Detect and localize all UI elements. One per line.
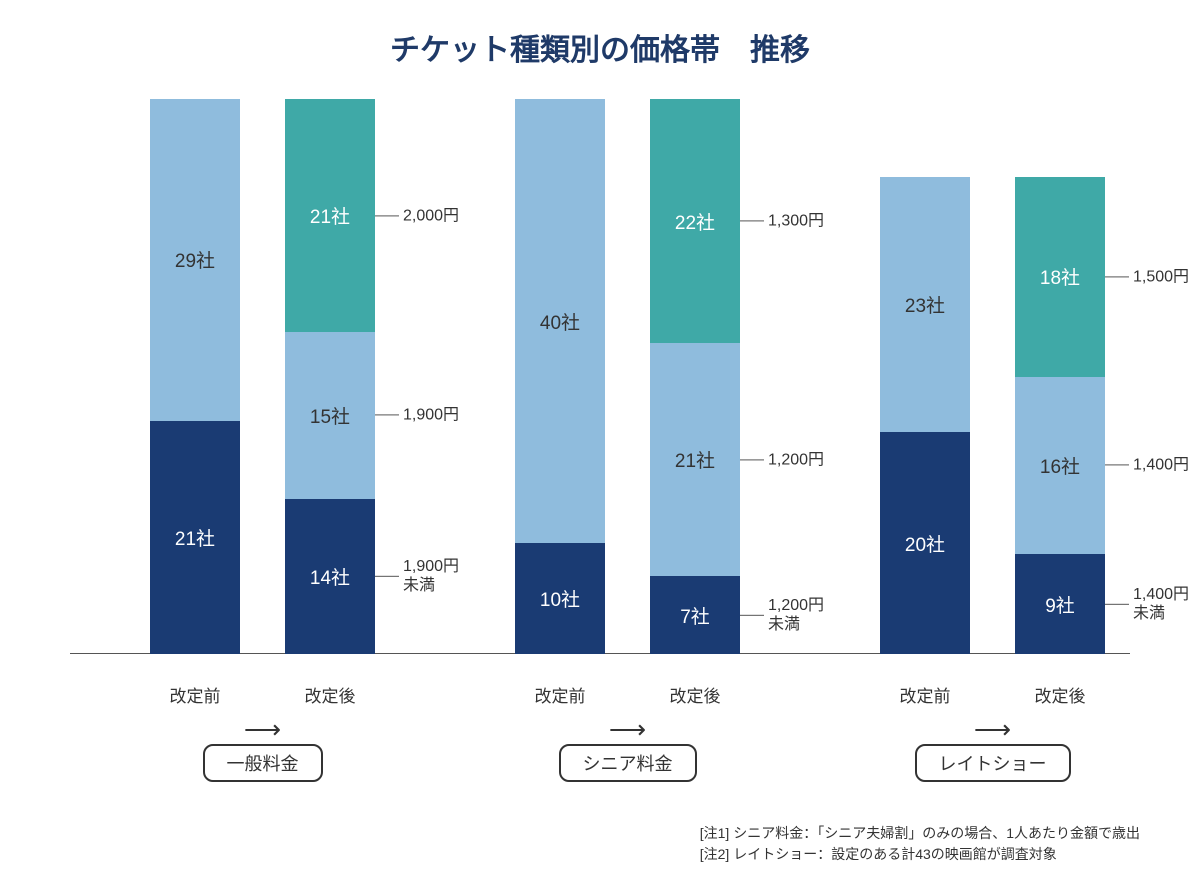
bar-segment: 18社1,500円 xyxy=(1015,177,1105,377)
callout-line xyxy=(375,415,399,416)
segment-label: 21社 xyxy=(675,446,715,473)
segment-label: 14社 xyxy=(310,563,350,590)
price-callout: 1,200円未満 xyxy=(740,596,824,634)
segment-label: 18社 xyxy=(1040,263,1080,290)
callout-line xyxy=(1105,604,1129,605)
callout-text: 1,200円未満 xyxy=(768,596,824,634)
price-callout: 1,500円 xyxy=(1105,267,1189,286)
callout-line xyxy=(740,221,764,222)
arrow-icon: ⟶ xyxy=(933,716,1053,742)
price-callout: 1,900円 xyxy=(375,406,459,425)
bar: 20社 23社 xyxy=(880,177,970,654)
bar: 7社1,200円未満21社1,200円22社1,300円 xyxy=(650,99,740,654)
segment-label: 21社 xyxy=(175,524,215,551)
bar: 9社1,400円未満16社1,400円18社1,500円 xyxy=(1015,177,1105,654)
segment-label: 29社 xyxy=(175,246,215,273)
callout-text: 2,000円 xyxy=(403,206,459,225)
bar-segment: 7社1,200円未満 xyxy=(650,576,740,654)
bar-segment: 40社 xyxy=(515,99,605,543)
bar-segment: 21社1,200円 xyxy=(650,343,740,576)
x-axis-label: 改定前 xyxy=(900,682,951,707)
bar-segment: 29社 xyxy=(150,99,240,421)
price-callout: 1,400円 xyxy=(1105,456,1189,475)
category-label-box: レイトショー xyxy=(915,744,1071,782)
segment-label: 22社 xyxy=(675,208,715,235)
callout-text: 1,200円 xyxy=(768,450,824,469)
x-axis-label: 改定後 xyxy=(1035,682,1086,707)
segment-label: 20社 xyxy=(905,530,945,557)
callout-text: 1,900円 xyxy=(403,406,459,425)
arrow-icon: ⟶ xyxy=(203,716,323,742)
bar: 21社 29社 xyxy=(150,99,240,654)
x-axis-label: 改定後 xyxy=(670,682,721,707)
segment-label: 10社 xyxy=(540,585,580,612)
segment-label: 9社 xyxy=(1045,591,1075,618)
arrow-icon: ⟶ xyxy=(568,716,688,742)
callout-line xyxy=(740,459,764,460)
transition-arrow: ⟶ xyxy=(933,716,1053,742)
price-callout: 2,000円 xyxy=(375,206,459,225)
bar-segment: 22社1,300円 xyxy=(650,99,740,343)
callout-line xyxy=(375,215,399,216)
chart-title: チケット種類別の価格帯 推移 xyxy=(0,0,1200,79)
category-label-box: 一般料金 xyxy=(203,744,323,782)
group-senior: 10社 40社 7社1,200円未満21社1,200円22社1,300円 xyxy=(475,79,815,654)
bar-segment: 20社 xyxy=(880,432,970,654)
bar: 10社 40社 xyxy=(515,99,605,654)
footnotes: [注1] シニア料金：「シニア夫婦割」のみの場合、1人あたり金額で歳出[注2] … xyxy=(700,823,1140,865)
price-callout: 1,300円 xyxy=(740,212,824,231)
bar-segment: 15社1,900円 xyxy=(285,332,375,499)
segment-label: 21社 xyxy=(310,202,350,229)
bar-segment: 16社1,400円 xyxy=(1015,377,1105,555)
bar: 14社1,900円未満15社1,900円21社2,000円 xyxy=(285,99,375,654)
price-callout: 1,200円 xyxy=(740,450,824,469)
footnote-line: [注2] レイトショー：設定のある計43の映画館が調査対象 xyxy=(700,844,1140,865)
callout-text: 1,500円 xyxy=(1133,267,1189,286)
bar-segment: 21社2,000円 xyxy=(285,99,375,332)
callout-text: 1,900円未満 xyxy=(403,557,459,595)
bar-segment: 9社1,400円未満 xyxy=(1015,554,1105,654)
chart-area: 21社29社14社1,900円未満15社1,900円21社2,000円10社40… xyxy=(40,79,1160,654)
callout-line xyxy=(740,615,764,616)
bar-segment: 14社1,900円未満 xyxy=(285,499,375,654)
x-axis-label: 改定前 xyxy=(535,682,586,707)
bar-segment: 10社 xyxy=(515,543,605,654)
callout-line xyxy=(1105,465,1129,466)
callout-text: 1,400円未満 xyxy=(1133,585,1189,623)
bar-segment: 23社 xyxy=(880,177,970,432)
category-label-box: シニア料金 xyxy=(559,744,697,782)
callout-line xyxy=(1105,276,1129,277)
price-callout: 1,900円未満 xyxy=(375,557,459,595)
segment-label: 23社 xyxy=(905,291,945,318)
callout-text: 1,400円 xyxy=(1133,456,1189,475)
segment-label: 7社 xyxy=(680,602,710,629)
segment-label: 15社 xyxy=(310,402,350,429)
bar-segment: 21社 xyxy=(150,421,240,654)
callout-text: 1,300円 xyxy=(768,212,824,231)
price-callout: 1,400円未満 xyxy=(1105,585,1189,623)
transition-arrow: ⟶ xyxy=(568,716,688,742)
segment-label: 16社 xyxy=(1040,452,1080,479)
footnote-line: [注1] シニア料金：「シニア夫婦割」のみの場合、1人あたり金額で歳出 xyxy=(700,823,1140,844)
callout-line xyxy=(375,576,399,577)
group-general: 21社 29社 14社1,900円未満15社1,900円21社2,000円 xyxy=(110,79,450,654)
segment-label: 40社 xyxy=(540,308,580,335)
transition-arrow: ⟶ xyxy=(203,716,323,742)
axis-labels: 改定前改定後⟶一般料金改定前改定後⟶シニア料金改定前改定後⟶レイトショー xyxy=(40,664,1160,834)
x-axis-label: 改定前 xyxy=(170,682,221,707)
x-axis-label: 改定後 xyxy=(305,682,356,707)
group-lateshow: 20社 23社 9社1,400円未満16社1,400円18社1,500円 xyxy=(840,79,1180,654)
